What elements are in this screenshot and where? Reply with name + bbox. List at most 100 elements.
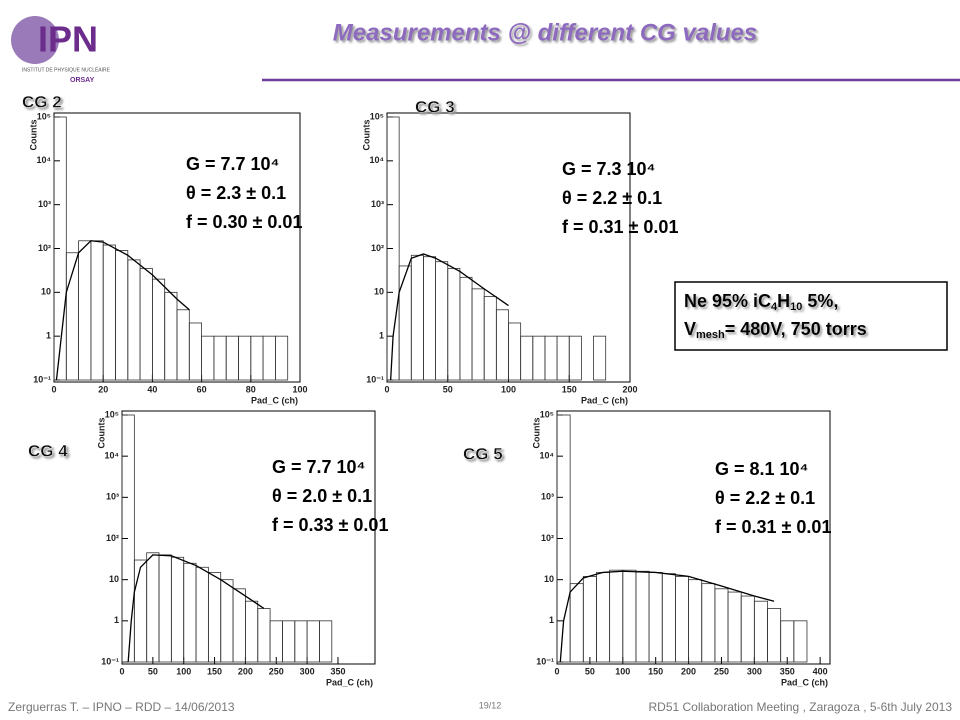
histogram-bin — [53, 116, 67, 381]
logo-mark — [11, 16, 59, 64]
histogram-bin — [386, 116, 400, 381]
x-axis-label: Pad_C (ch) — [781, 677, 828, 687]
fit-annotation: θ = 2.2 ± 0.1 — [562, 188, 662, 208]
y-tick-label: 10⁻¹ — [536, 656, 554, 666]
y-tick-label: 10⁵ — [37, 111, 51, 121]
y-tick-label: 10⁵ — [370, 111, 384, 121]
footer-left: Zerguerras T. – IPNO – RDD – 14/06/2013 — [8, 700, 235, 714]
gas-line: Ne 95% iC4H10 5%, — [684, 291, 838, 313]
fit-annotation: f = 0.33 ± 0.01 — [272, 515, 388, 535]
y-tick-label: 10³ — [541, 492, 554, 502]
x-tick-label: 350 — [780, 666, 795, 676]
t: = 480V, 750 torrs — [725, 319, 867, 339]
y-tick-label: 10⁴ — [105, 451, 119, 461]
x-tick-label: 200 — [681, 666, 696, 676]
fit-annotation: f = 0.31 ± 0.01 — [715, 517, 831, 537]
fit-annotation: θ = 2.2 ± 0.1 — [715, 488, 815, 508]
y-tick-label: 10⁻¹ — [366, 374, 384, 384]
y-tick-label: 1 — [549, 615, 554, 625]
x-tick-label: 150 — [207, 666, 222, 676]
x-tick-label: 350 — [330, 666, 345, 676]
footer-right: RD51 Collaboration Meeting , Zaragoza , … — [648, 700, 952, 714]
logo-city: ORSAY — [70, 77, 95, 84]
logo: IPN — [38, 19, 98, 60]
t: Ne 95% iC — [684, 291, 771, 311]
y-tick-label: 10² — [106, 533, 119, 543]
y-tick-label: 10³ — [38, 199, 51, 209]
fit-annotation: G = 8.1 10⁴ — [715, 459, 808, 479]
histogram-bin — [593, 335, 607, 381]
fit-annotation: G = 7.7 10⁴ — [186, 154, 279, 174]
x-tick-label: 300 — [747, 666, 762, 676]
y-tick-label: 10⁻¹ — [101, 656, 119, 666]
plot-label: CG 2 — [22, 92, 62, 111]
x-tick-label: 400 — [813, 666, 828, 676]
y-tick-label: 10 — [544, 574, 554, 584]
fit-annotation: G = 7.7 10⁴ — [272, 457, 365, 477]
x-tick-label: 0 — [554, 666, 559, 676]
y-tick-label: 10 — [374, 287, 384, 297]
x-axis-label: Pad_C (ch) — [581, 395, 628, 405]
plot-frame — [556, 410, 831, 665]
x-tick-label: 60 — [197, 384, 207, 394]
fit-curve — [127, 554, 265, 663]
x-axis-label: Pad_C (ch) — [251, 395, 298, 405]
y-tick-label: 10² — [371, 243, 384, 253]
fit-annotation: θ = 2.3 ± 0.1 — [186, 183, 286, 203]
fit-curve — [55, 240, 190, 381]
plot-frame — [121, 410, 376, 665]
t: 10 — [790, 301, 802, 313]
x-tick-label: 50 — [148, 666, 158, 676]
histogram-bin — [274, 335, 289, 381]
t: V — [684, 319, 696, 339]
y-tick-label: 10⁴ — [540, 451, 554, 461]
x-tick-label: 100 — [176, 666, 191, 676]
x-tick-label: 300 — [300, 666, 315, 676]
y-axis-label: Counts — [96, 418, 106, 449]
t: H — [777, 291, 790, 311]
y-tick-label: 10⁴ — [370, 155, 384, 165]
x-tick-label: 0 — [384, 384, 389, 394]
mesh-line: Vmesh= 480V, 750 torrs — [684, 319, 867, 341]
y-tick-label: 10³ — [106, 492, 119, 502]
fit-annotation: f = 0.30 ± 0.01 — [186, 212, 302, 232]
histogram-bin — [556, 414, 571, 663]
y-tick-label: 10 — [41, 287, 51, 297]
x-tick-label: 250 — [714, 666, 729, 676]
y-axis-label: Counts — [531, 418, 541, 449]
histogram-bin — [793, 620, 808, 663]
histogram-bin — [319, 620, 333, 663]
x-tick-label: 50 — [443, 384, 453, 394]
y-tick-label: 10³ — [371, 199, 384, 209]
fit-curve — [389, 253, 509, 381]
histogram-bin — [568, 335, 582, 381]
y-tick-label: 1 — [114, 615, 119, 625]
x-tick-label: 0 — [119, 666, 124, 676]
plot-label: CG 5 — [463, 444, 503, 463]
y-axis-label: Counts — [361, 120, 371, 151]
x-tick-label: 0 — [51, 384, 56, 394]
y-tick-label: 10⁻¹ — [33, 374, 51, 384]
y-tick-label: 1 — [379, 331, 384, 341]
x-tick-label: 50 — [585, 666, 595, 676]
t: 5%, — [802, 291, 838, 311]
x-tick-label: 200 — [238, 666, 253, 676]
x-tick-label: 100 — [292, 384, 307, 394]
plot-label: CG 4 — [28, 441, 68, 460]
x-tick-label: 40 — [147, 384, 157, 394]
fit-curve — [559, 570, 775, 663]
fit-annotation: G = 7.3 10⁴ — [562, 159, 655, 179]
y-tick-label: 10² — [38, 243, 51, 253]
page-number: 19/12 — [479, 700, 502, 710]
x-tick-label: 200 — [622, 384, 637, 394]
t: 4 — [771, 301, 778, 313]
y-tick-label: 10 — [109, 574, 119, 584]
logo-sub: INSTITUT DE PHYSIQUE NUCLÉAIRE — [22, 66, 111, 73]
x-tick-label: 100 — [501, 384, 516, 394]
fit-annotation: f = 0.31 ± 0.01 — [562, 217, 678, 237]
x-tick-label: 100 — [615, 666, 630, 676]
y-tick-label: 10⁴ — [37, 155, 51, 165]
x-tick-label: 250 — [269, 666, 284, 676]
x-tick-label: 80 — [246, 384, 256, 394]
